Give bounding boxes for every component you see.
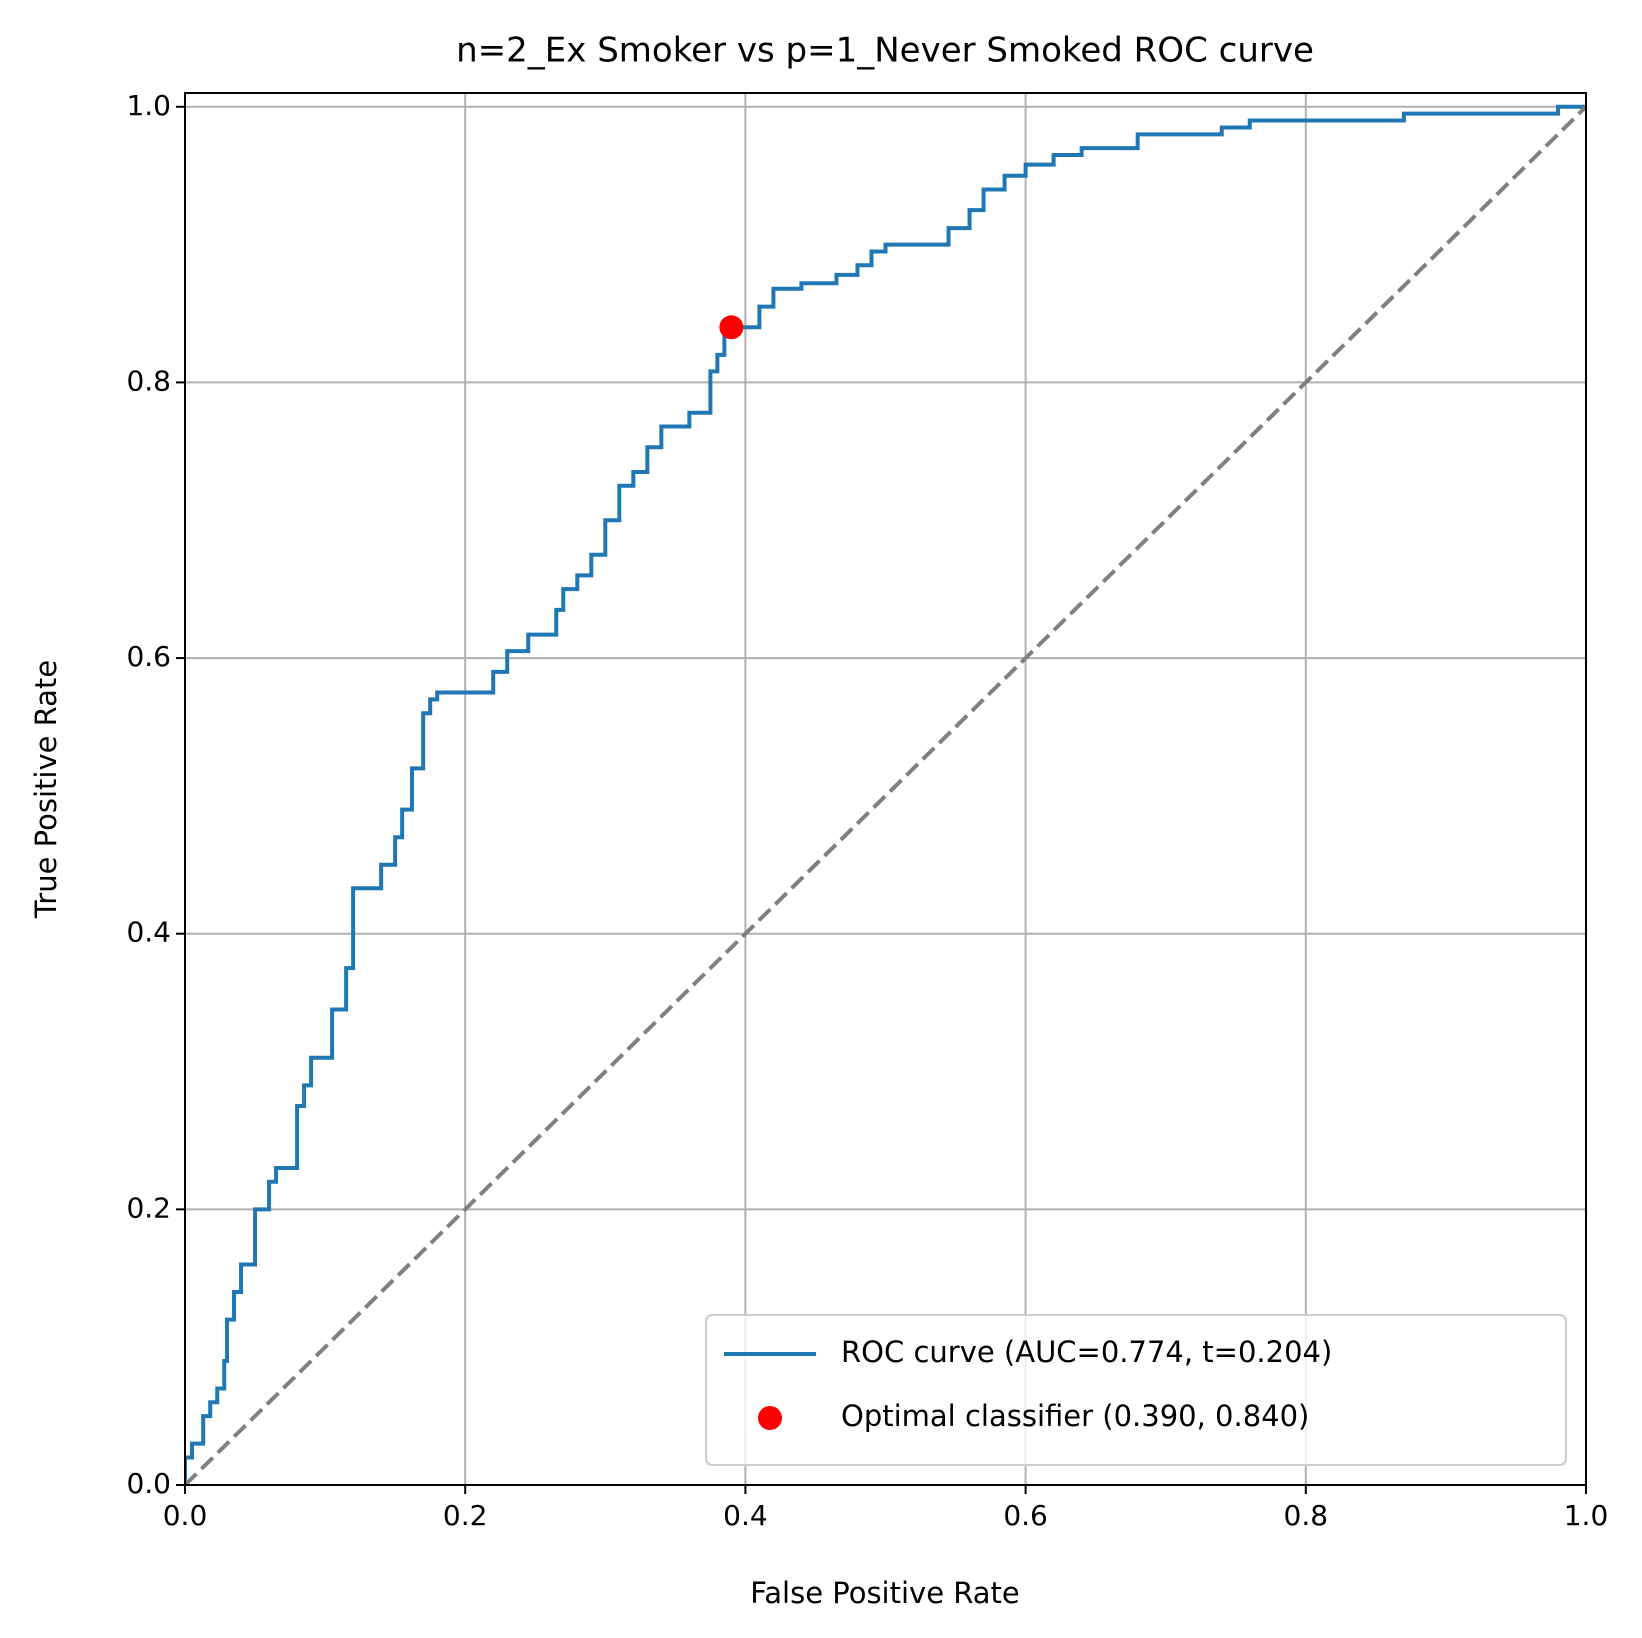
x-tick-label: 1.0 — [1564, 1499, 1609, 1532]
x-tick-label: 0.2 — [443, 1499, 488, 1532]
y-tick-label: 0.8 — [126, 364, 171, 397]
y-tick-label: 0.4 — [126, 916, 171, 949]
y-tick-label: 0.6 — [126, 640, 171, 673]
x-tick-label: 0.8 — [1284, 1499, 1329, 1532]
legend-label: ROC curve (AUC=0.774, t=0.204) — [841, 1335, 1332, 1369]
chance-line — [185, 105, 1586, 1485]
y-tick-label: 0.2 — [126, 1191, 171, 1224]
x-tick-label: 0.4 — [723, 1499, 768, 1532]
chart-title: n=2_Ex Smoker vs p=1_Never Smoked ROC cu… — [456, 31, 1314, 71]
y-tick-label: 1.0 — [126, 89, 171, 122]
roc-curve — [185, 104, 1586, 1485]
x-axis-label: False Positive Rate — [750, 1576, 1020, 1610]
x-tick-label: 0.0 — [163, 1499, 208, 1532]
legend-label: Optimal classifier (0.390, 0.840) — [841, 1399, 1309, 1433]
y-axis-label: True Positive Rate — [29, 660, 63, 919]
x-tick-label: 0.6 — [1003, 1499, 1048, 1532]
plot-frame — [184, 92, 1587, 1486]
legend-marker — [758, 1406, 782, 1430]
optimal-point — [719, 315, 744, 340]
y-tick-label: 0.0 — [126, 1467, 171, 1500]
legend-box — [705, 1314, 1567, 1466]
